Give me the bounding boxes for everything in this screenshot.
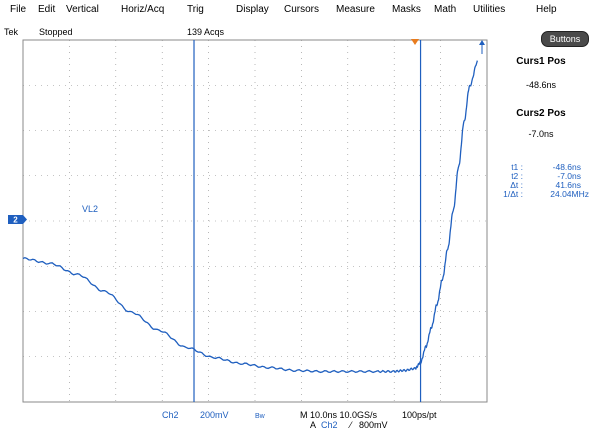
graticule: [23, 40, 487, 402]
readout-key: Δt :: [510, 180, 523, 190]
menu-horiz-acq[interactable]: Horiz/Acq: [121, 4, 165, 15]
menu-cursors[interactable]: Cursors: [284, 4, 320, 15]
acquisition-count: 139 Acqs: [187, 27, 225, 37]
timebase-readout[interactable]: M 10.0ns 10.0GS/s: [300, 410, 378, 420]
channel-marker-label: 2: [13, 216, 18, 225]
menu-display[interactable]: Display: [236, 4, 269, 15]
brand-label: Tek: [4, 27, 19, 37]
channel-label[interactable]: Ch2: [162, 410, 179, 420]
trigger-channel[interactable]: Ch2: [321, 420, 338, 430]
menu-utilities[interactable]: Utilities: [473, 4, 506, 15]
trigger-level[interactable]: 800mV: [359, 420, 388, 430]
curs1-label: Curs1 Pos: [516, 56, 566, 67]
menu-bar: File Edit Vertical Horiz/Acq Trig Displa…: [0, 0, 591, 18]
menu-trig[interactable]: Trig: [187, 4, 204, 15]
curs1-value: -48.6ns: [525, 80, 557, 90]
curs2-value: -7.0ns: [528, 129, 554, 139]
readout-value: 41.6ns: [555, 180, 581, 190]
channel-ground-marker: [8, 215, 27, 224]
volts-per-div[interactable]: 200mV: [200, 410, 229, 420]
menu-help[interactable]: Help: [536, 4, 557, 15]
waveform-trace: [22, 60, 479, 374]
trigger-position-marker: [411, 39, 419, 45]
trigger-level-arrow-icon: [479, 40, 485, 54]
readout-value: 24.04MHz: [550, 189, 589, 199]
menu-math[interactable]: Math: [434, 4, 457, 15]
readout-key: t1 :: [511, 162, 523, 172]
menu-vertical[interactable]: Vertical: [66, 4, 99, 15]
bandwidth-indicator: Bw: [255, 413, 265, 420]
resolution-readout[interactable]: 100ps/pt: [402, 410, 437, 420]
readout-key: 1/Δt :: [503, 189, 523, 199]
menu-masks[interactable]: Masks: [392, 4, 421, 15]
trigger-slope-icon: ⁄: [350, 420, 352, 430]
menu-edit[interactable]: Edit: [38, 4, 56, 15]
readout-value: -7.0ns: [557, 171, 581, 181]
waveform-label: VL2: [82, 204, 98, 214]
buttons-button[interactable]: Buttons: [541, 31, 589, 47]
readout-key: t2 :: [511, 171, 523, 181]
curs2-label: Curs2 Pos: [516, 108, 566, 119]
menu-file[interactable]: File: [10, 4, 27, 15]
acquisition-state: Stopped: [39, 27, 73, 37]
trigger-source-prefix: A: [310, 420, 317, 430]
menu-measure[interactable]: Measure: [336, 4, 375, 15]
readout-value: -48.6ns: [552, 162, 581, 172]
status-bar: Tek Stopped 139 Acqs: [0, 22, 480, 37]
